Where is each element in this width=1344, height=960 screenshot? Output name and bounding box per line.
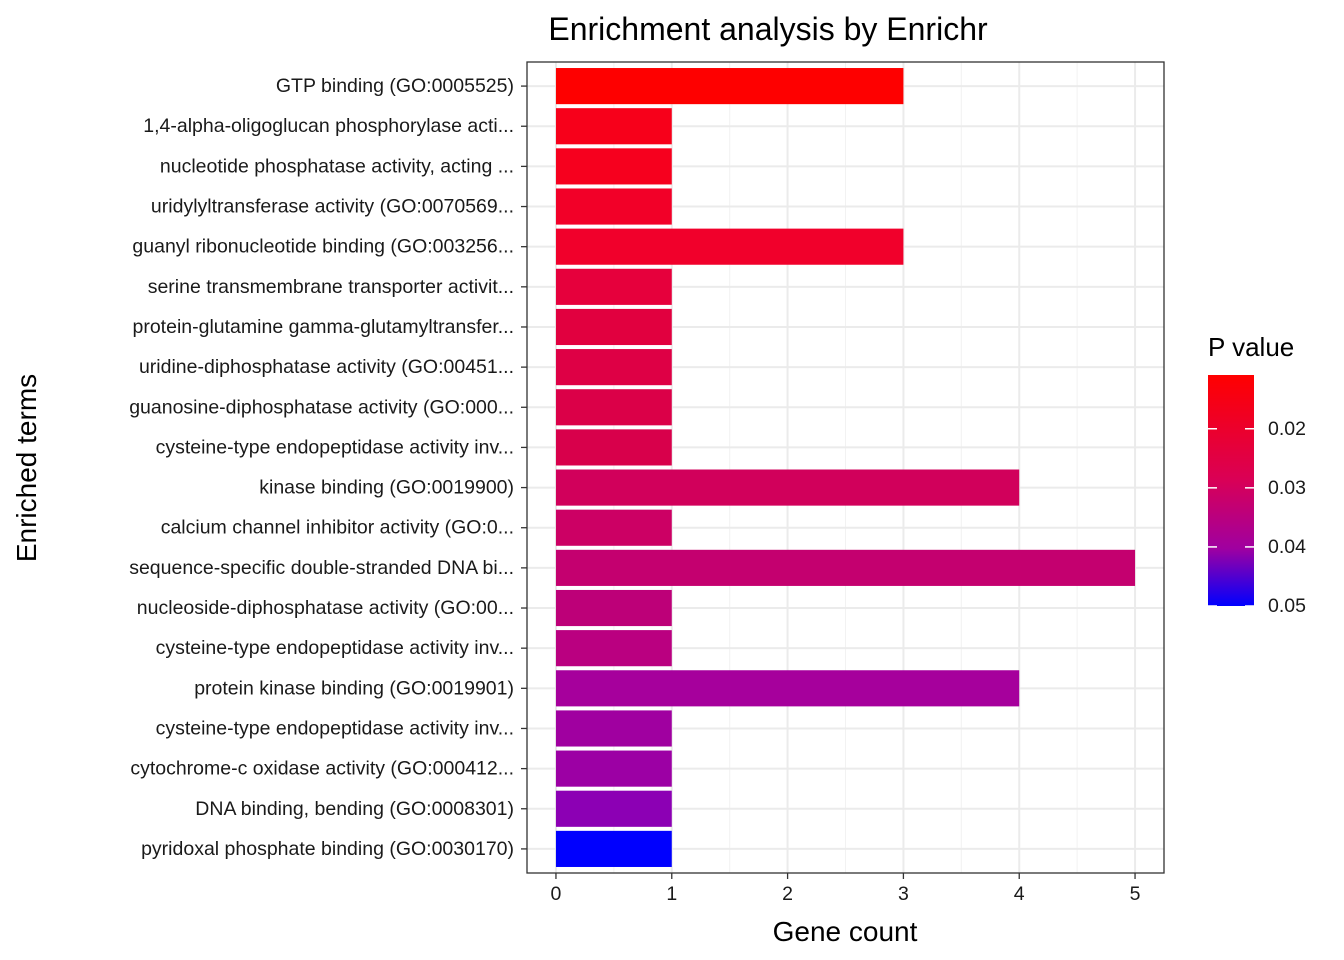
bar: [555, 349, 672, 386]
bar: [555, 790, 672, 827]
y-tick-label: 1,4-alpha-oligoglucan phosphorylase acti…: [143, 115, 514, 137]
x-tick-label: 0: [551, 883, 562, 905]
bar: [555, 509, 672, 546]
legend-tick-label: 0.04: [1268, 536, 1306, 558]
y-tick-label: protein-glutamine gamma-glutamyltransfer…: [133, 316, 515, 338]
y-tick-label: nucleotide phosphatase activity, acting …: [160, 155, 514, 177]
y-tick-label: protein kinase binding (GO:0019901): [194, 677, 514, 699]
y-tick-label: guanosine-diphosphatase activity (GO:000…: [129, 396, 514, 418]
bar: [555, 108, 672, 145]
bar: [555, 469, 1020, 506]
x-tick-label: 5: [1130, 883, 1141, 905]
bar: [555, 268, 672, 305]
pvalue-legend: P value 0.02 0.03 0.04 0.05: [1208, 332, 1306, 617]
y-tick-label: uridine-diphosphatase activity (GO:00451…: [139, 356, 514, 378]
x-tick-label: 2: [782, 883, 793, 905]
bar: [555, 549, 1136, 586]
y-axis-ticks: GTP binding (GO:0005525) 1,4-alpha-oligog…: [129, 75, 527, 860]
y-tick-label: uridylyltransferase activity (GO:0070569…: [151, 196, 514, 218]
bar: [555, 148, 672, 185]
y-tick-label: nucleoside-diphosphatase activity (GO:00…: [137, 597, 514, 619]
bar: [555, 188, 672, 225]
y-tick-label: cysteine-type endopeptidase activity inv…: [156, 717, 514, 739]
bar: [555, 228, 904, 265]
y-axis-label: Enriched terms: [11, 374, 42, 562]
y-tick-label: pyridoxal phosphate binding (GO:0030170): [141, 838, 514, 860]
y-tick-label: guanyl ribonucleotide binding (GO:003256…: [132, 236, 514, 258]
bars: [555, 68, 1136, 867]
bar: [555, 429, 672, 466]
y-tick-label: kinase binding (GO:0019900): [259, 477, 514, 499]
bar: [555, 68, 904, 105]
bar: [555, 710, 672, 747]
legend-tick-label: 0.03: [1268, 477, 1306, 499]
bar: [555, 389, 672, 426]
x-axis-label: Gene count: [773, 916, 918, 947]
y-tick-label: sequence-specific double-stranded DNA bi…: [129, 557, 514, 579]
bar: [555, 630, 672, 667]
y-tick-label: DNA binding, bending (GO:0008301): [195, 798, 514, 820]
y-tick-label: serine transmembrane transporter activit…: [148, 276, 514, 298]
plot-border: [526, 61, 1165, 874]
bar: [555, 830, 672, 867]
x-tick-label: 4: [1014, 883, 1025, 905]
legend-tick-label: 0.05: [1268, 595, 1306, 617]
legend-tick-label: 0.02: [1268, 418, 1306, 440]
x-tick-label: 3: [898, 883, 909, 905]
x-axis-ticks: 0 1 2 3 4 5: [551, 873, 1141, 905]
y-tick-label: calcium channel inhibitor activity (GO:0…: [161, 517, 514, 539]
legend-ticks: 0.02 0.03 0.04 0.05: [1208, 418, 1306, 617]
legend-title: P value: [1208, 332, 1294, 362]
y-tick-label: GTP binding (GO:0005525): [276, 75, 514, 97]
bar: [555, 308, 672, 346]
chart-title: Enrichment analysis by Enrichr: [548, 11, 988, 47]
bar: [555, 589, 672, 627]
y-tick-label: cytochrome-c oxidase activity (GO:000412…: [130, 758, 514, 780]
y-tick-label: cysteine-type endopeptidase activity inv…: [156, 637, 514, 659]
bar: [555, 670, 1020, 707]
bar: [555, 750, 672, 787]
y-tick-label: cysteine-type endopeptidase activity inv…: [156, 436, 514, 458]
x-tick-label: 1: [666, 883, 677, 905]
legend-colorbar: [1208, 375, 1254, 606]
